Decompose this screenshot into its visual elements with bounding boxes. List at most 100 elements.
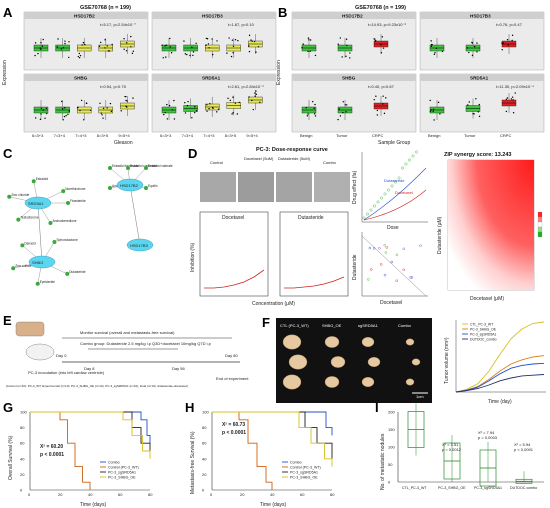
data-point: [314, 103, 316, 106]
data-point: [184, 53, 187, 55]
data-point: [170, 52, 173, 54]
tumor-specimen: [282, 374, 302, 390]
x-tick: 0: [210, 492, 213, 497]
data-point: [375, 95, 377, 97]
fa-point: [390, 184, 394, 188]
image-control: [200, 172, 236, 202]
data-point: [39, 118, 42, 121]
y-tick: 0: [388, 480, 391, 485]
data-point: [216, 40, 218, 42]
data-point: [505, 110, 508, 113]
fa-point: [362, 216, 366, 220]
network-node-label: Estradiol cypionate: [130, 164, 157, 168]
dutasteride-curve: [363, 167, 427, 221]
data-point: [471, 54, 474, 57]
data-point: [60, 48, 63, 50]
data-point: [374, 40, 376, 42]
subplot-hsd17b2: [291, 11, 417, 71]
tumor-specimen: [361, 337, 375, 348]
tumor-specimen: [324, 376, 340, 388]
data-point: [125, 95, 127, 98]
iso-point: [367, 278, 370, 281]
x-tick: 40: [88, 492, 93, 497]
iso-point: [378, 247, 381, 250]
data-point: [79, 109, 81, 112]
data-point: [382, 47, 385, 49]
data-point: [206, 38, 209, 40]
survival-curve-1: [212, 411, 273, 490]
legend-entry: PC-3_sgSRD5A1: [290, 471, 318, 475]
tumor-line-3: [455, 374, 545, 393]
data-point: [64, 42, 66, 45]
data-point: [238, 101, 240, 104]
data-point: [473, 113, 475, 115]
data-point: [337, 43, 339, 45]
data-point: [380, 43, 382, 46]
data-point: [34, 117, 37, 119]
data-point: [34, 54, 36, 57]
data-point: [308, 39, 310, 41]
tumor-specimen: [361, 377, 375, 388]
legend-entry: Combo: [290, 461, 302, 465]
panel-c: C Finasteride Dutasteride Androstenedione E…: [3, 146, 173, 286]
survival-curve-3: [212, 411, 333, 467]
data-point: [165, 56, 167, 58]
data-point: [234, 102, 237, 104]
subplot-title: HSD17B3: [470, 14, 491, 19]
category-tick: Benign: [300, 133, 312, 138]
data-point: [376, 109, 379, 112]
data-point: [309, 50, 311, 52]
panel-b-xlabel: Sample Group: [378, 140, 410, 146]
iso-point: [379, 263, 383, 266]
data-point: [466, 47, 469, 49]
data-point: [312, 100, 314, 103]
fa-point: [415, 150, 418, 154]
data-point: [217, 108, 220, 110]
y-tick: 40: [20, 456, 25, 461]
network-node-label: Spironolactone: [56, 238, 77, 242]
y-tick: 60: [20, 441, 25, 446]
category-tick: Tumor: [336, 133, 348, 138]
network-node-label: Finasteride: [70, 199, 86, 203]
image-docetaxel: [238, 172, 274, 202]
stat-p: p < 0.0001: [514, 447, 534, 452]
data-point: [314, 54, 317, 57]
data-point: [173, 99, 175, 102]
y-tick: 150: [388, 427, 395, 432]
data-point: [472, 112, 474, 115]
network-node: [126, 166, 130, 170]
panel-label-e: E: [3, 313, 12, 328]
hub-label: HSD17B3: [130, 243, 149, 248]
x-tick: 60: [118, 492, 123, 497]
data-point: [341, 56, 343, 58]
data-point: [34, 42, 37, 44]
data-point: [189, 54, 191, 57]
data-point: [184, 102, 186, 104]
data-point: [231, 39, 234, 41]
x-tick: 20: [58, 492, 63, 497]
data-point: [430, 43, 433, 46]
data-point: [313, 113, 316, 115]
heat-legend-swatch: [537, 216, 543, 223]
network-node: [108, 166, 112, 170]
network-node-label: Zinc sulfate: [15, 264, 32, 268]
network-node: [66, 201, 70, 205]
data-point: [173, 118, 176, 120]
subplot-stat: t=0.76, p=0.47: [496, 22, 523, 27]
data-point: [511, 34, 514, 37]
subplot-stat: t=5.17, p=2.54x10⁻⁷: [100, 22, 136, 27]
series-dutasteride-label: Dutasteride: [384, 178, 405, 183]
data-point: [301, 47, 303, 49]
data-point: [309, 39, 312, 41]
hub-node: [116, 178, 144, 192]
network-node-label: Danazol: [24, 241, 36, 245]
tumor-line-2: [455, 362, 545, 393]
data-point: [126, 106, 128, 108]
data-point: [471, 41, 473, 44]
data-point: [511, 96, 514, 98]
data-point: [232, 112, 234, 114]
fa-point: [376, 200, 380, 204]
iso-point: [368, 246, 372, 250]
y-tick: 50: [388, 462, 393, 467]
fa-point: [369, 208, 373, 212]
